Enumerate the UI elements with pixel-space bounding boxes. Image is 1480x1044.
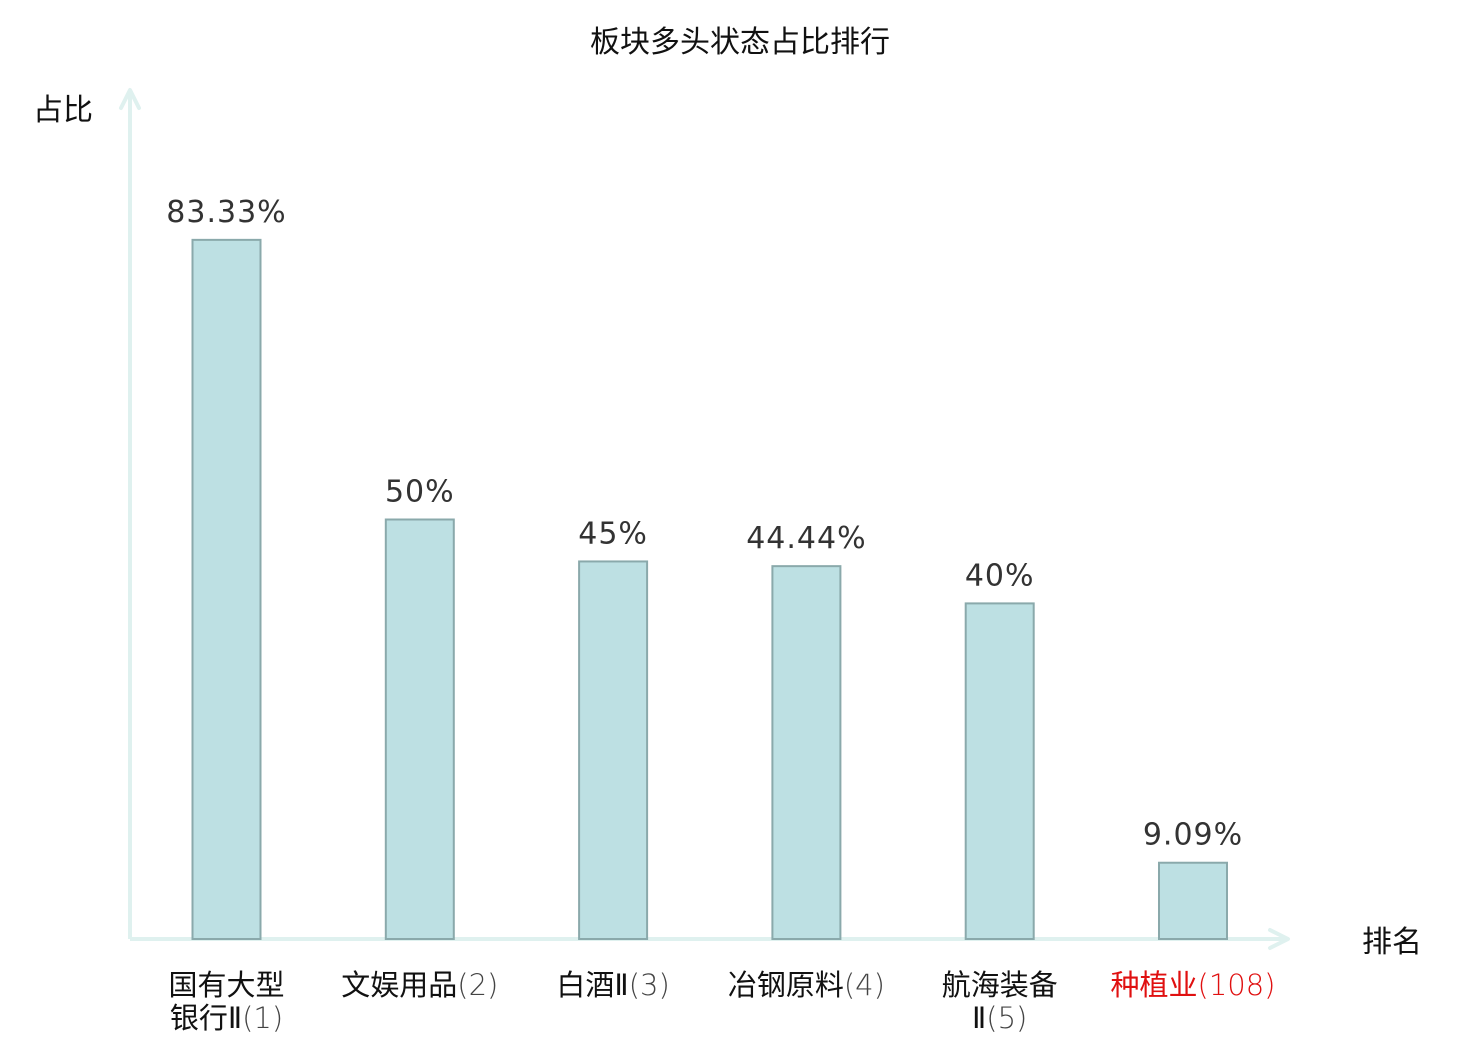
x-tick-label: 种植业(108) <box>1111 968 1276 1002</box>
category-name: 白酒Ⅱ <box>556 968 628 1002</box>
category-rank: (108) <box>1198 968 1276 1002</box>
chart-title: 板块多头状态占比排行 <box>590 25 890 60</box>
data-labels: 83.33% 50% 45% 44.44% 40% 9.09% <box>166 195 1243 853</box>
category-rank: (1) <box>242 1001 283 1035</box>
category-name: 航海装备 <box>942 968 1058 1002</box>
bars <box>191 238 1228 941</box>
bar-value-label: 44.44% <box>746 521 866 556</box>
bar[interactable] <box>578 560 649 940</box>
category-rank: (4) <box>844 968 885 1002</box>
axes <box>119 88 1290 950</box>
bar-value-label: 50% <box>385 475 455 510</box>
bar-value-label: 40% <box>965 558 1035 593</box>
category-name: Ⅱ <box>972 1001 986 1035</box>
bar-value-label: 83.33% <box>166 195 286 230</box>
bar[interactable] <box>771 565 842 940</box>
bar[interactable] <box>384 518 455 940</box>
bar[interactable] <box>964 602 1035 941</box>
category-name: 种植业 <box>1111 968 1198 1002</box>
category-rank: (5) <box>986 1001 1027 1035</box>
category-name: 银行Ⅱ <box>170 1001 242 1035</box>
bar[interactable] <box>191 238 262 940</box>
x-tick-label: 冶钢原料(4) <box>728 968 885 1002</box>
category-name: 国有大型 <box>168 968 284 1002</box>
category-rank: (3) <box>629 968 670 1002</box>
x-tick-labels: 国有大型银行Ⅱ(1) 文娱用品(2) 白酒Ⅱ(3) 冶钢原料(4) 航海装备 Ⅱ(5) 种植… <box>168 968 1275 1035</box>
x-axis-arrow <box>1268 928 1290 950</box>
x-tick-label: 国有大型银行Ⅱ(1) <box>168 968 284 1035</box>
y-axis-title: 占比 <box>33 93 93 128</box>
x-tick-label: 白酒Ⅱ(3) <box>556 968 669 1002</box>
bar-value-label: 9.09% <box>1143 818 1243 853</box>
category-name: 冶钢原料 <box>728 968 844 1002</box>
x-tick-label: 文娱用品(2) <box>341 968 498 1002</box>
category-name: 文娱用品 <box>341 968 457 1002</box>
category-rank: (2) <box>457 968 498 1002</box>
bar-value-label: 45% <box>578 516 648 551</box>
x-tick-label: 航海装备 Ⅱ(5) <box>942 968 1058 1035</box>
x-axis-title: 排名 <box>1362 925 1422 960</box>
y-axis-arrow <box>119 88 141 110</box>
bar[interactable] <box>1158 861 1228 941</box>
